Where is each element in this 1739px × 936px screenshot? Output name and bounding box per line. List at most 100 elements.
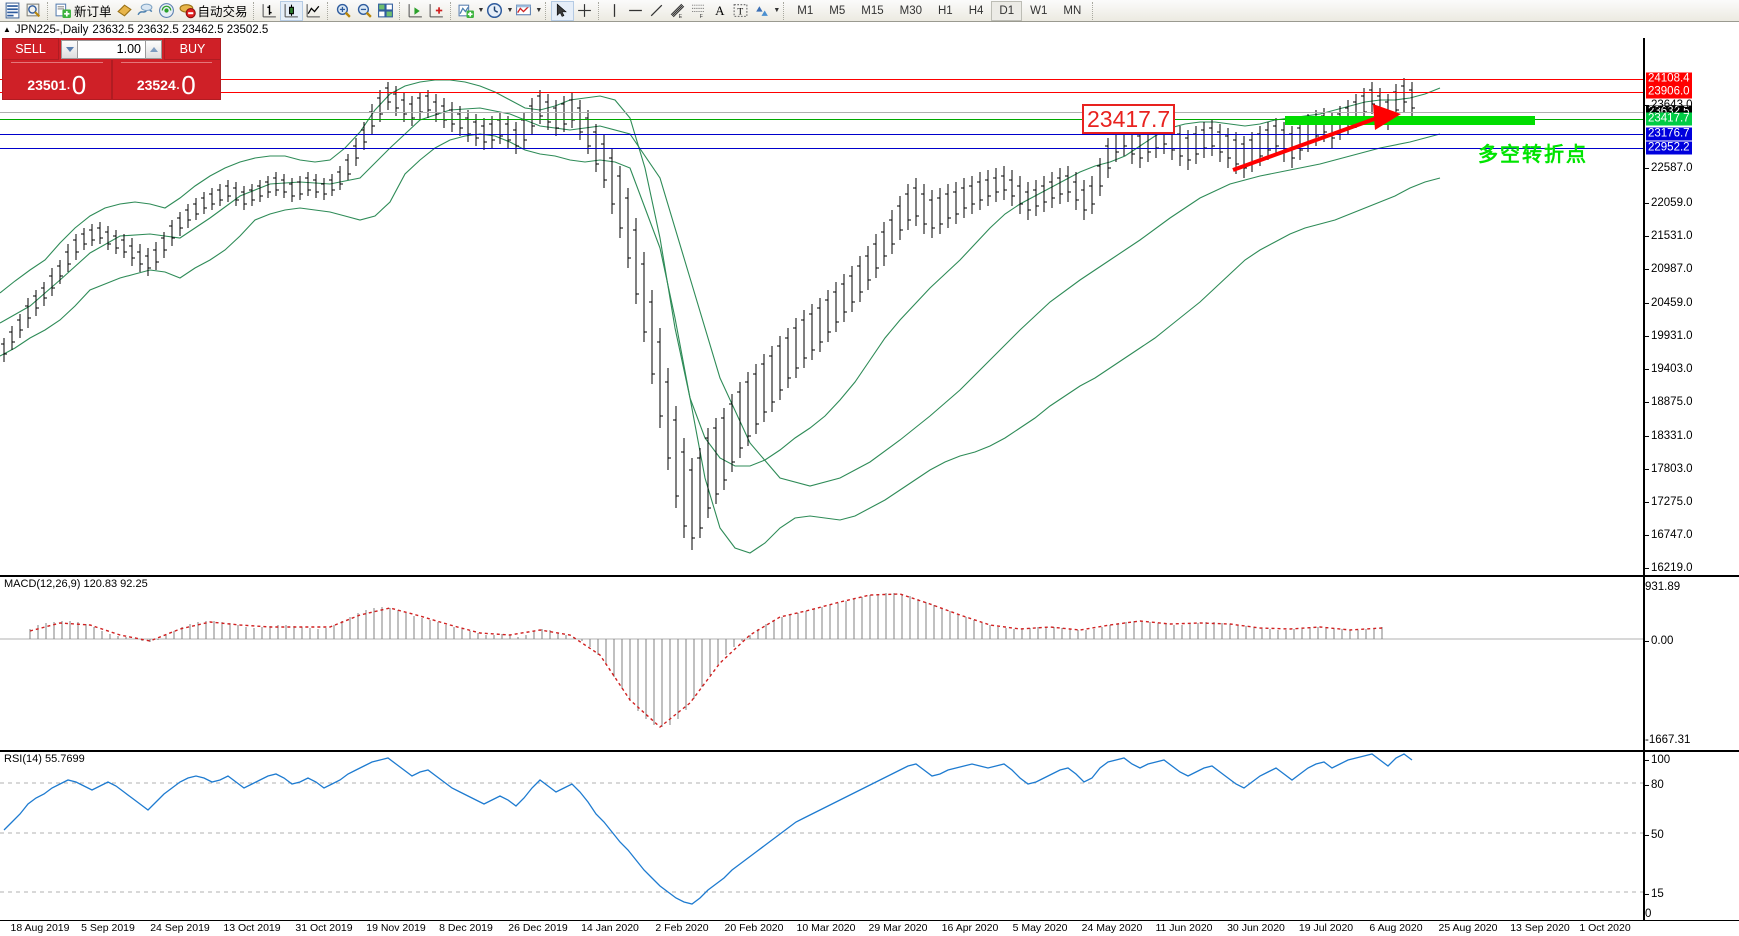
bar-chart-icon[interactable] (259, 1, 280, 21)
templates-icon[interactable] (513, 1, 534, 21)
macd-tick-label: 0.00 (1651, 634, 1674, 647)
rsi-chart-svg (0, 753, 1643, 905)
signals-icon[interactable] (156, 1, 177, 21)
horizontal-line-icon[interactable] (625, 1, 646, 21)
date-label: 13 Oct 2019 (223, 922, 281, 934)
timeframe-h4[interactable]: H4 (968, 4, 984, 17)
time-axis[interactable]: 18 Aug 2019 5 Sep 2019 24 Sep 2019 13 Oc… (0, 920, 1739, 936)
svg-text:E: E (679, 14, 683, 19)
text-label-icon[interactable]: T (730, 1, 751, 21)
volume-control[interactable]: 1.00 (59, 38, 164, 60)
date-label: 31 Oct 2019 (295, 922, 353, 934)
timeframe-d1[interactable]: D1 (991, 0, 1023, 21)
terminal-icon[interactable] (2, 1, 23, 21)
price-tick: 22587.0 (1645, 162, 1693, 174)
price-tag-support-2: 22952.2 (1646, 141, 1692, 155)
date-label: 19 Jul 2020 (1298, 922, 1354, 934)
timeframe-h1[interactable]: H1 (938, 4, 953, 17)
buy-price-display[interactable]: 23524 . 0 (111, 60, 221, 100)
price-tick-label: 17803.0 (1651, 462, 1693, 475)
rsi-tick-label: 0 (1645, 907, 1652, 920)
equidistant-channel-icon[interactable]: E (667, 1, 688, 21)
toolbar-separator-2 (252, 1, 256, 20)
tile-windows-icon[interactable] (375, 1, 396, 21)
periods-icon[interactable] (484, 1, 505, 21)
price-tick: 20987.0 (1645, 263, 1693, 275)
expert-advisor-icon[interactable] (114, 1, 135, 21)
cursor-icon[interactable] (551, 0, 575, 21)
price-tick-label: 16747.0 (1651, 528, 1693, 541)
resistance-line-23906 (0, 92, 1643, 93)
price-tick: 18875.0 (1645, 396, 1693, 408)
rsi-plot-area[interactable] (0, 752, 1643, 920)
date-label: 1 Oct 2020 (1579, 922, 1631, 934)
timeframe-m30[interactable]: M30 (899, 4, 922, 17)
chart-ohlc-values: 23632.5 23632.5 23462.5 23502.5 (92, 23, 269, 36)
sell-price-dot: . (66, 76, 71, 93)
volume-input[interactable]: 1.00 (78, 39, 145, 59)
price-plot-area[interactable]: 23417.7 多空转折点 (0, 38, 1643, 575)
chevron-down-icon-shapes[interactable]: ▼ (773, 7, 781, 14)
price-annotation-box[interactable]: 23417.7 (1082, 104, 1176, 134)
new-order-button[interactable]: 新订单 (53, 1, 114, 21)
rsi-scale[interactable]: 100 80 50 15 0 (1643, 752, 1739, 920)
trendline-icon[interactable] (646, 1, 667, 21)
timeframe-m15[interactable]: M15 (861, 4, 884, 17)
buy-button[interactable]: BUY (164, 38, 221, 60)
chart-shift-icon[interactable] (405, 1, 426, 21)
trade-panel-top-row: SELL 1.00 BUY (2, 38, 221, 60)
sell-button[interactable]: SELL (2, 38, 59, 60)
fibonacci-icon[interactable]: F (688, 1, 709, 21)
rsi-tick-label: 50 (1651, 828, 1664, 841)
vertical-line-icon[interactable] (604, 1, 625, 21)
date-label: 13 Sep 2020 (1510, 922, 1570, 934)
chart-header: ▲ JPN225-,Daily 23632.5 23632.5 23462.5 … (0, 22, 1739, 37)
chevron-up-icon-volume (149, 46, 158, 52)
macd-scale[interactable]: 931.89 0.00 -1667.31 (1643, 577, 1739, 750)
price-tick-label: 21531.0 (1651, 229, 1693, 242)
pivot-line-23417 (0, 119, 1643, 120)
price-scale[interactable]: 24108.4 23906.0 23632.5 23417.7 23176.7 … (1643, 38, 1739, 575)
autotrading-button[interactable]: 自动交易 (177, 1, 250, 21)
volume-increment-button[interactable] (145, 39, 162, 59)
macd-plot-area[interactable] (0, 577, 1643, 750)
main-toolbar: 新订单 自动交易 (0, 0, 1739, 22)
timeframe-mn[interactable]: MN (1063, 4, 1082, 17)
sell-price-integer: 23501 (27, 77, 67, 93)
auto-scroll-icon[interactable] (426, 1, 447, 21)
data-window-icon[interactable] (23, 1, 44, 21)
turning-point-annotation[interactable]: 多空转折点 (1478, 142, 1588, 166)
trend-arrow-annotation (1232, 104, 1401, 172)
new-order-label: 新订单 (74, 5, 112, 19)
text-icon-glyph: A (715, 2, 725, 18)
shapes-icon[interactable] (751, 1, 772, 21)
date-label: 11 Jun 2020 (1155, 922, 1213, 934)
text-icon[interactable]: A (709, 1, 730, 21)
timeframe-w1[interactable]: W1 (1030, 4, 1048, 17)
rsi-pane: RSI(14) 55.7699 100 80 50 15 0 (0, 750, 1739, 920)
price-tick: 19403.0 (1645, 363, 1693, 375)
one-click-trading-panel[interactable]: SELL 1.00 BUY 23501 . 0 23524 . 0 (2, 38, 221, 100)
timeframe-m1[interactable]: M1 (797, 4, 814, 17)
collapse-triangle-icon[interactable]: ▲ (3, 24, 11, 34)
chevron-down-icon-periods[interactable]: ▼ (506, 7, 514, 14)
zoom-in-icon[interactable] (333, 1, 354, 21)
crosshair-icon[interactable] (574, 1, 595, 21)
candlestick-chart-icon[interactable] (279, 0, 303, 21)
macd-pane: MACD(12,26,9) 120.83 92.25 (0, 575, 1739, 750)
date-label: 6 Aug 2020 (1369, 922, 1423, 934)
zoom-out-icon[interactable] (354, 1, 375, 21)
price-tick-label: 18875.0 (1651, 395, 1693, 408)
chevron-down-icon-volume (65, 46, 74, 52)
chevron-down-icon-templates[interactable]: ▼ (535, 7, 543, 14)
sell-price-display[interactable]: 23501 . 0 (2, 60, 112, 100)
indicators-icon[interactable] (456, 1, 477, 21)
divider (120, 62, 212, 63)
volume-dropdown-button[interactable] (61, 39, 78, 59)
custom-indicator-icon[interactable] (135, 1, 156, 21)
line-chart-icon[interactable] (303, 1, 324, 21)
timeframe-m5[interactable]: M5 (829, 4, 846, 17)
chevron-down-icon-indicators[interactable]: ▼ (477, 7, 485, 14)
price-tick-label: 17275.0 (1651, 495, 1693, 508)
macd-tick: 931.89 (1645, 581, 1680, 593)
